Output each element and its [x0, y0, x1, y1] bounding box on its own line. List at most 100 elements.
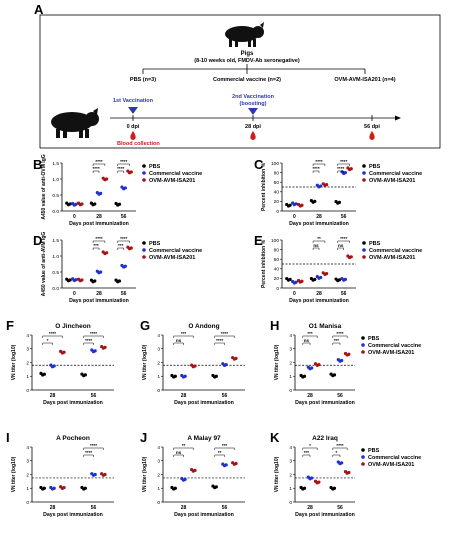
y-tick-label: 20 [274, 276, 280, 282]
sig-label: *** [304, 450, 310, 455]
data-point [50, 487, 55, 491]
y-tick-label: 0 [276, 209, 279, 215]
y-tick-label: 80 [274, 170, 280, 176]
sig-label: **** [92, 166, 99, 171]
y-tick-label: 0 [289, 388, 292, 394]
data-point [91, 203, 95, 207]
legend-label: OVM-AVM-ISA201 [369, 178, 415, 184]
x-axis-label: Days post immunization [174, 400, 234, 406]
blood-drop-icon [369, 131, 375, 140]
y-tick-label: 1 [26, 486, 29, 492]
legend-marker [142, 178, 146, 182]
data-point [66, 203, 71, 207]
x-tick-label: 28 [307, 393, 313, 399]
legend-marker [361, 448, 365, 452]
legend-label: OVM-AVM-ISA201 [368, 462, 414, 468]
data-point [172, 487, 176, 491]
y-tick-label: 1.5 [52, 238, 59, 244]
x-tick-label: 56 [121, 291, 127, 297]
y-tick-label: 1.0 [52, 177, 59, 183]
y-tick-label: 40 [274, 267, 280, 273]
y-tick-label: 2 [157, 360, 160, 366]
legend-marker [142, 255, 146, 259]
group-pbs: PBS (n=3) [130, 77, 156, 83]
x-tick-label: 56 [91, 393, 97, 399]
x-tick-label: 28 [316, 291, 322, 297]
y-axis-label: A450 value of anti-AVM IgG [41, 232, 47, 297]
legend-marker [361, 343, 365, 347]
y-tick-label: 2 [26, 360, 29, 366]
data-point [347, 256, 352, 260]
y-tick-label: 3 [26, 347, 29, 353]
y-tick-label: 2 [289, 472, 292, 478]
legend-marker [362, 178, 366, 182]
legend-label: Commercial vaccine [368, 343, 421, 349]
y-tick-label: 1.5 [52, 161, 59, 167]
data-point [311, 200, 315, 204]
data-point [122, 265, 126, 269]
legend-label: Commercial vaccine [368, 455, 421, 461]
sig-label: **** [336, 443, 343, 448]
panel-label-f: F [6, 318, 14, 333]
y-tick-label: 2 [157, 472, 160, 478]
sig-label: * [309, 443, 311, 448]
legend-label: PBS [149, 241, 161, 247]
sig-label: **** [340, 236, 347, 241]
y-tick-label: 3 [289, 347, 292, 353]
x-tick-label: 56 [337, 505, 343, 511]
data-point [342, 278, 346, 282]
data-point [336, 201, 340, 205]
data-point [191, 469, 195, 473]
data-point [338, 359, 342, 363]
data-point [315, 363, 319, 367]
data-point [338, 462, 342, 466]
y-tick-label: 80 [274, 247, 280, 253]
legend-marker [362, 255, 366, 259]
y-axis-label: VN titer (log10) [274, 344, 280, 380]
timepoint-0: 0 dpi [127, 124, 140, 130]
y-tick-label: 0 [157, 388, 160, 394]
sig-label: **** [120, 236, 127, 241]
sig-label: **** [117, 166, 124, 171]
data-point [181, 478, 186, 482]
data-point [336, 279, 340, 283]
y-tick-label: 3 [157, 459, 160, 465]
y-tick-label: 3 [289, 459, 292, 465]
legend-label: OVM-AVM-ISA201 [368, 350, 414, 356]
data-point [103, 252, 107, 256]
y-tick-label: 40 [274, 190, 280, 196]
data-point [331, 374, 335, 378]
data-point [172, 375, 176, 379]
data-point [347, 167, 352, 172]
sig-label: *** [334, 338, 340, 343]
x-tick-label: 28 [307, 505, 313, 511]
chart-title: O Jincheon [55, 323, 90, 330]
vaccination-1-label: 1st Vaccination [113, 98, 154, 104]
data-point [116, 280, 120, 284]
panel-label-j: J [140, 430, 148, 445]
panel-label-a: A [34, 2, 44, 17]
data-point [345, 353, 349, 357]
legend-marker [362, 171, 366, 175]
legend-marker [361, 350, 365, 354]
data-point [181, 375, 186, 379]
legend-label: PBS [369, 164, 381, 170]
schematic-frame [39, 14, 441, 149]
y-axis-label: VN titer (log10) [11, 456, 17, 492]
data-point [72, 203, 76, 207]
sig-label: **** [85, 338, 92, 343]
x-tick-label: 0 [73, 291, 76, 297]
blood-drop-icon [130, 131, 136, 140]
data-point [315, 481, 319, 485]
sig-label: **** [340, 159, 347, 164]
data-point [41, 373, 45, 377]
legend-label: PBS [368, 336, 380, 342]
sig-label: ns [176, 450, 182, 455]
pig-side-icon [51, 108, 99, 138]
